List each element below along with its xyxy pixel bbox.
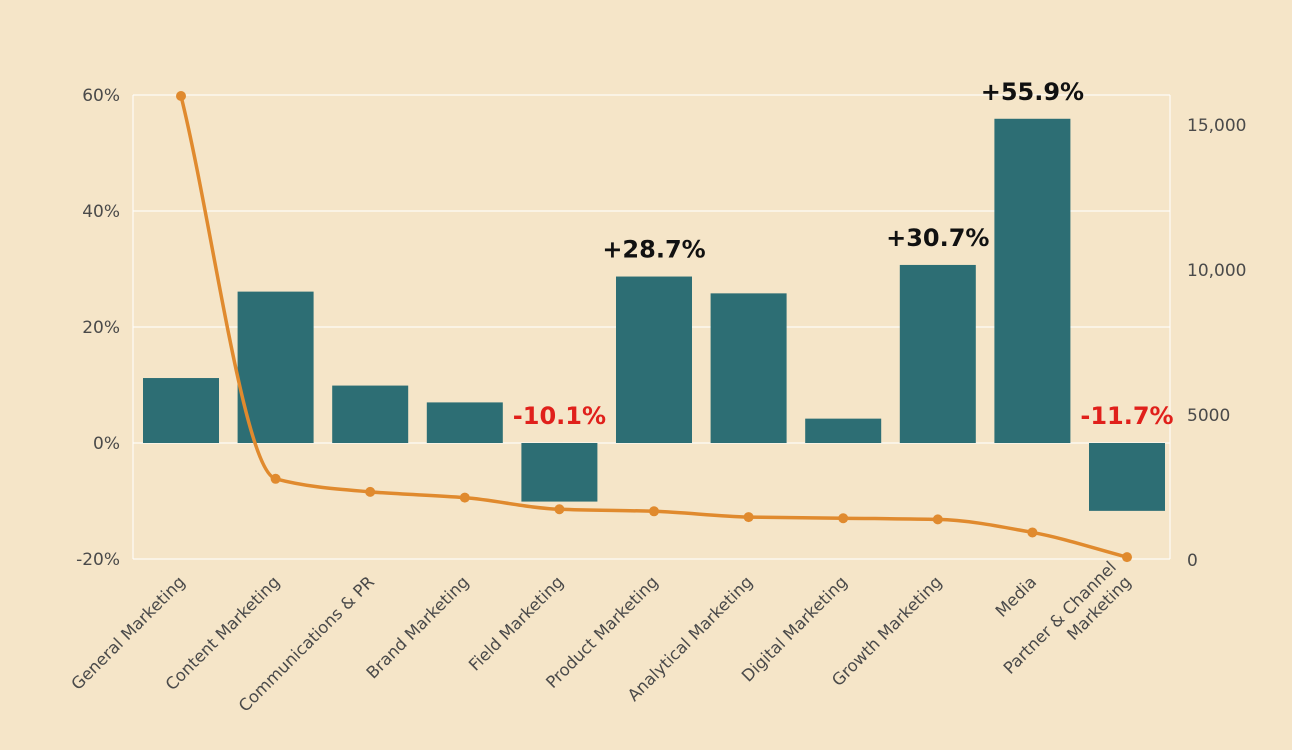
category-label: Field Marketing bbox=[465, 572, 567, 674]
category-label-line: Brand Marketing bbox=[363, 572, 473, 682]
right-axis-tick-label: 15,000 bbox=[1187, 116, 1246, 136]
bars bbox=[143, 118, 1165, 511]
line-point bbox=[1122, 552, 1132, 563]
left-axis-tick-label: 60% bbox=[82, 86, 120, 106]
bar bbox=[426, 402, 503, 443]
right-axis-tick-label: 0 bbox=[1187, 551, 1198, 571]
line-point bbox=[743, 512, 754, 523]
bar bbox=[805, 418, 882, 443]
bar bbox=[143, 378, 219, 443]
category-label: Brand Marketing bbox=[363, 572, 473, 682]
left-axis-tick-label: -20% bbox=[76, 550, 120, 570]
left-axis-tick-label: 40% bbox=[82, 202, 120, 222]
bar bbox=[899, 264, 976, 443]
line-point bbox=[270, 473, 281, 484]
data-label: -10.1% bbox=[513, 402, 606, 430]
right-axis-ticks: 0 5000 10,000 15,000 bbox=[1187, 116, 1246, 571]
data-label: +30.7% bbox=[886, 224, 989, 252]
line-point bbox=[176, 91, 186, 101]
count-line-series bbox=[176, 91, 1132, 563]
data-label: +55.9% bbox=[981, 78, 1084, 106]
left-axis-tick-label: 0% bbox=[93, 434, 120, 454]
line-point bbox=[932, 514, 943, 525]
line-point bbox=[459, 492, 470, 503]
bar bbox=[994, 118, 1071, 443]
left-axis-ticks: -20% 0% 20% 40% 60% bbox=[76, 86, 120, 570]
bar bbox=[1089, 443, 1165, 511]
category-label-line: Field Marketing bbox=[465, 572, 567, 674]
line-point bbox=[649, 506, 659, 517]
data-label: +28.7% bbox=[602, 236, 705, 264]
bar bbox=[710, 293, 787, 443]
bar bbox=[521, 443, 598, 502]
bar bbox=[616, 276, 692, 443]
category-label: Digital Marketing bbox=[738, 572, 851, 685]
line-point bbox=[1027, 527, 1038, 538]
data-labels: -10.1% +28.7% +30.7% +55.9% -11.7% bbox=[513, 78, 1174, 430]
data-label: -11.7% bbox=[1080, 402, 1173, 430]
category-label: Media bbox=[992, 572, 1040, 620]
bar bbox=[237, 291, 314, 443]
left-axis-tick-label: 20% bbox=[82, 318, 120, 338]
line-point bbox=[554, 504, 565, 515]
line-point bbox=[365, 486, 376, 497]
right-axis-tick-label: 10,000 bbox=[1187, 261, 1246, 281]
bar bbox=[332, 385, 409, 443]
category-label-line: Digital Marketing bbox=[738, 572, 851, 685]
line-point bbox=[838, 513, 849, 524]
right-axis-tick-label: 5000 bbox=[1187, 406, 1230, 426]
category-label-line: Media bbox=[992, 572, 1040, 620]
